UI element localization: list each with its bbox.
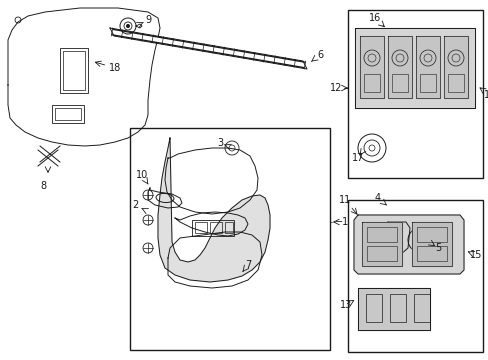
Polygon shape [359,36,383,98]
Bar [366,246,396,261]
Text: 4: 4 [374,193,380,203]
Bar [195,222,206,233]
Polygon shape [357,288,429,330]
Polygon shape [353,215,463,274]
Text: 5: 5 [434,243,440,253]
Bar [366,227,396,242]
Text: 17: 17 [351,153,364,163]
Bar [347,200,482,352]
Circle shape [417,238,421,242]
Text: 12: 12 [329,83,342,93]
Bar [365,294,381,322]
Circle shape [126,24,129,27]
Text: 15: 15 [469,250,481,260]
Text: 10: 10 [136,170,148,180]
Bar [347,10,482,178]
Bar [389,294,405,322]
Text: 8: 8 [40,181,46,191]
Text: 6: 6 [316,50,323,60]
Bar [416,246,446,261]
Bar [63,51,85,90]
Text: 18: 18 [109,63,121,73]
Text: 3: 3 [217,138,223,148]
Bar [447,74,463,92]
Polygon shape [415,36,439,98]
Bar [52,105,84,123]
Polygon shape [443,36,467,98]
Text: 7: 7 [244,260,251,270]
Text: −1: −1 [334,217,348,227]
Bar [209,222,222,233]
Bar [416,227,446,242]
Text: 16: 16 [368,13,380,23]
Bar [224,222,232,233]
Bar [391,74,407,92]
Bar [413,294,429,322]
Bar [192,220,234,236]
Text: 9: 9 [144,15,151,25]
Polygon shape [361,222,401,266]
Bar [419,74,435,92]
Text: 2: 2 [132,200,138,210]
Bar [363,74,379,92]
Bar [55,108,81,120]
Bar [60,48,88,93]
Polygon shape [387,36,411,98]
Text: 14: 14 [483,90,488,100]
Bar [130,128,329,350]
Polygon shape [411,222,451,266]
Text: 13: 13 [339,300,351,310]
Polygon shape [354,28,474,108]
Text: 11: 11 [338,195,350,205]
Polygon shape [158,138,269,282]
